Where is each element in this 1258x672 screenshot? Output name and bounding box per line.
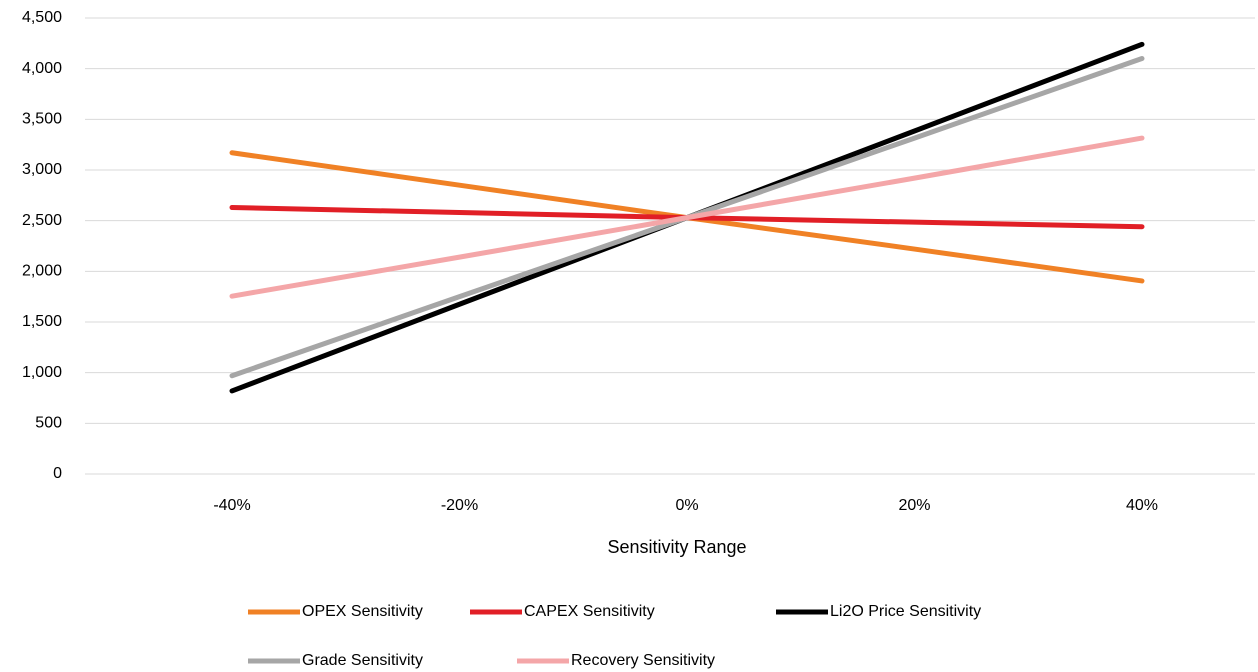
y-tick-label: 4,500 — [22, 9, 62, 26]
y-tick-label: 4,000 — [22, 60, 62, 77]
x-tick-label: -20% — [441, 497, 478, 514]
y-tick-label: 3,000 — [22, 161, 62, 178]
legend-label: CAPEX Sensitivity — [524, 603, 655, 620]
x-tick-label: 20% — [898, 497, 930, 514]
x-axis-label: Sensitivity Range — [607, 537, 746, 557]
legend-label: Grade Sensitivity — [302, 652, 423, 669]
legend-label: Li2O Price Sensitivity — [830, 603, 981, 620]
y-tick-label: 2,000 — [22, 263, 62, 280]
x-tick-label: 0% — [675, 497, 698, 514]
y-tick-label: 0 — [53, 465, 62, 482]
legend-label: Recovery Sensitivity — [571, 652, 715, 669]
y-tick-label: 3,500 — [22, 111, 62, 128]
series-line — [229, 135, 1145, 299]
y-tick-label: 1,000 — [22, 364, 62, 381]
y-tick-label: 1,500 — [22, 313, 62, 330]
legend-label: OPEX Sensitivity — [302, 603, 423, 620]
x-tick-label: 40% — [1126, 497, 1158, 514]
y-tick-label: 2,500 — [22, 212, 62, 229]
x-tick-label: -40% — [213, 497, 250, 514]
y-tick-label: 500 — [35, 415, 62, 432]
